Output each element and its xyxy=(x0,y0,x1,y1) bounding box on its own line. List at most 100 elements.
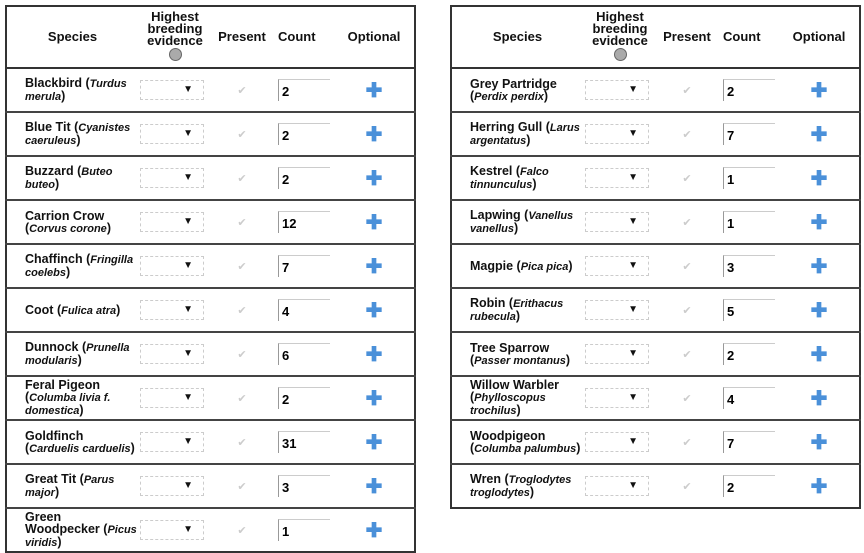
count-cell: 3 xyxy=(717,244,779,289)
count-input[interactable]: 3 xyxy=(723,255,775,277)
breeding-evidence-select[interactable]: ▼ xyxy=(140,212,204,232)
add-optional-button[interactable]: ✚ xyxy=(334,112,415,157)
present-checkbox[interactable]: ✔ xyxy=(212,508,272,552)
present-checkbox[interactable]: ✔ xyxy=(657,376,717,421)
count-input[interactable]: 2 xyxy=(723,343,775,365)
present-checkbox[interactable]: ✔ xyxy=(212,156,272,201)
count-input[interactable]: 7 xyxy=(723,123,775,145)
count-input[interactable]: 7 xyxy=(278,255,330,277)
count-input[interactable]: 2 xyxy=(723,79,775,101)
add-optional-button[interactable]: ✚ xyxy=(779,376,860,421)
count-input[interactable]: 2 xyxy=(278,79,330,101)
breeding-evidence-select[interactable]: ▼ xyxy=(585,168,649,188)
present-checkbox[interactable]: ✔ xyxy=(212,376,272,421)
count-input[interactable]: 2 xyxy=(278,167,330,189)
species-cell: Dunnock (Prunella modularis) xyxy=(6,332,138,377)
present-checkbox[interactable]: ✔ xyxy=(657,68,717,113)
info-icon[interactable] xyxy=(168,48,182,61)
evidence-cell: ▼ xyxy=(138,244,212,289)
present-checkbox[interactable]: ✔ xyxy=(212,288,272,333)
add-optional-button[interactable]: ✚ xyxy=(334,244,415,289)
info-icon[interactable] xyxy=(613,48,627,61)
count-input[interactable]: 12 xyxy=(278,211,330,233)
add-optional-button[interactable]: ✚ xyxy=(779,332,860,377)
present-checkbox[interactable]: ✔ xyxy=(657,464,717,508)
present-checkbox[interactable]: ✔ xyxy=(657,332,717,377)
add-optional-button[interactable]: ✚ xyxy=(779,156,860,201)
check-icon: ✔ xyxy=(237,304,247,317)
present-checkbox[interactable]: ✔ xyxy=(657,112,717,157)
present-checkbox[interactable]: ✔ xyxy=(657,420,717,465)
add-optional-button[interactable]: ✚ xyxy=(334,200,415,245)
breeding-evidence-select[interactable]: ▼ xyxy=(140,168,204,188)
breeding-evidence-select[interactable]: ▼ xyxy=(140,256,204,276)
breeding-evidence-select[interactable]: ▼ xyxy=(585,388,649,408)
breeding-evidence-select[interactable]: ▼ xyxy=(140,476,204,496)
add-optional-button[interactable]: ✚ xyxy=(334,68,415,113)
table-row: Feral Pigeon (Columba livia f. domestica… xyxy=(6,376,415,421)
breeding-evidence-select[interactable]: ▼ xyxy=(140,344,204,364)
add-optional-button[interactable]: ✚ xyxy=(779,112,860,157)
species-header: Species xyxy=(6,6,138,69)
add-optional-button[interactable]: ✚ xyxy=(334,420,415,465)
breeding-evidence-select[interactable]: ▼ xyxy=(585,432,649,452)
add-optional-button[interactable]: ✚ xyxy=(779,200,860,245)
count-input[interactable]: 2 xyxy=(723,475,775,497)
present-checkbox[interactable]: ✔ xyxy=(657,200,717,245)
present-checkbox[interactable]: ✔ xyxy=(212,200,272,245)
breeding-evidence-select[interactable]: ▼ xyxy=(140,80,204,100)
count-input[interactable]: 1 xyxy=(723,211,775,233)
breeding-evidence-select[interactable]: ▼ xyxy=(140,124,204,144)
count-input[interactable]: 4 xyxy=(278,299,330,321)
add-optional-button[interactable]: ✚ xyxy=(779,464,860,508)
breeding-evidence-select[interactable]: ▼ xyxy=(585,256,649,276)
present-checkbox[interactable]: ✔ xyxy=(657,156,717,201)
count-input[interactable]: 1 xyxy=(278,519,330,541)
species-cell: Tree Sparrow (Passer montanus) xyxy=(451,332,583,377)
breeding-evidence-select[interactable]: ▼ xyxy=(585,300,649,320)
present-checkbox[interactable]: ✔ xyxy=(212,464,272,509)
evidence-cell: ▼ xyxy=(583,288,657,333)
present-checkbox[interactable]: ✔ xyxy=(657,288,717,333)
add-optional-button[interactable]: ✚ xyxy=(334,508,415,552)
add-optional-button[interactable]: ✚ xyxy=(779,244,860,289)
count-input[interactable]: 2 xyxy=(278,123,330,145)
count-input[interactable]: 5 xyxy=(723,299,775,321)
add-optional-button[interactable]: ✚ xyxy=(779,68,860,113)
add-optional-button[interactable]: ✚ xyxy=(334,288,415,333)
count-input[interactable]: 31 xyxy=(278,431,330,453)
breeding-evidence-select[interactable]: ▼ xyxy=(140,388,204,408)
breeding-evidence-select[interactable]: ▼ xyxy=(585,124,649,144)
present-checkbox[interactable]: ✔ xyxy=(212,332,272,377)
add-optional-button[interactable]: ✚ xyxy=(334,376,415,421)
add-optional-button[interactable]: ✚ xyxy=(334,332,415,377)
chevron-down-icon: ▼ xyxy=(183,260,193,271)
present-checkbox[interactable]: ✔ xyxy=(657,244,717,289)
present-checkbox[interactable]: ✔ xyxy=(212,68,272,113)
count-input[interactable]: 3 xyxy=(278,475,330,497)
add-optional-button[interactable]: ✚ xyxy=(779,288,860,333)
present-checkbox[interactable]: ✔ xyxy=(212,420,272,465)
present-checkbox[interactable]: ✔ xyxy=(212,244,272,289)
table-row: Wren (Troglodytes troglodytes) ▼ ✔ 2 ✚ xyxy=(451,464,860,508)
add-optional-button[interactable]: ✚ xyxy=(334,464,415,509)
count-input[interactable]: 1 xyxy=(723,167,775,189)
breeding-evidence-select[interactable]: ▼ xyxy=(140,432,204,452)
count-input[interactable]: 2 xyxy=(278,387,330,409)
count-input[interactable]: 4 xyxy=(723,387,775,409)
evidence-header: Highest breeding evidence xyxy=(138,6,212,69)
evidence-cell: ▼ xyxy=(583,244,657,289)
breeding-evidence-select[interactable]: ▼ xyxy=(585,344,649,364)
breeding-evidence-select[interactable]: ▼ xyxy=(140,520,204,540)
count-cell: 7 xyxy=(717,420,779,465)
breeding-evidence-select[interactable]: ▼ xyxy=(585,476,649,496)
breeding-evidence-select[interactable]: ▼ xyxy=(140,300,204,320)
count-input[interactable]: 7 xyxy=(723,431,775,453)
breeding-evidence-select[interactable]: ▼ xyxy=(585,212,649,232)
count-input[interactable]: 6 xyxy=(278,343,330,365)
present-checkbox[interactable]: ✔ xyxy=(212,112,272,157)
plus-icon: ✚ xyxy=(810,255,828,278)
breeding-evidence-select[interactable]: ▼ xyxy=(585,80,649,100)
add-optional-button[interactable]: ✚ xyxy=(779,420,860,465)
add-optional-button[interactable]: ✚ xyxy=(334,156,415,201)
